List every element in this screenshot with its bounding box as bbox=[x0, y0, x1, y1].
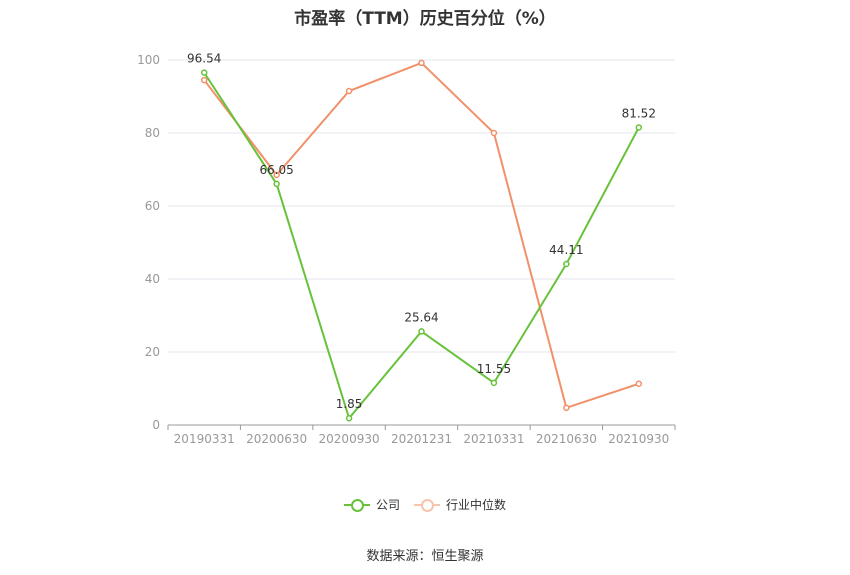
y-tick-label: 80 bbox=[145, 126, 160, 140]
company-data-point[interactable] bbox=[345, 414, 353, 422]
chart-title: 市盈率（TTM）历史百分位（%） bbox=[294, 9, 556, 29]
legend-item-industry-median[interactable]: 行业中位数 bbox=[414, 496, 506, 513]
y-tick-label: 40 bbox=[145, 272, 160, 286]
industry-median-data-point[interactable] bbox=[200, 76, 208, 84]
company-data-label: 1.85 bbox=[336, 397, 363, 411]
company-data-label: 25.64 bbox=[404, 310, 438, 324]
legend-company-marker-icon bbox=[343, 498, 370, 512]
series-lines bbox=[200, 59, 643, 422]
company-data-label: 96.54 bbox=[187, 52, 221, 66]
x-tick-label: 20201231 bbox=[391, 432, 452, 446]
data-labels: 96.54 66.05 1.85 25.64 11.55 44.11 81.52 bbox=[187, 52, 656, 412]
company-data-point[interactable] bbox=[490, 379, 498, 387]
company-data-label: 81.52 bbox=[622, 106, 656, 120]
industry-median-data-point[interactable] bbox=[490, 129, 498, 137]
x-tick-label: 20210331 bbox=[463, 432, 524, 446]
y-tick-label: 100 bbox=[137, 53, 160, 67]
legend-company-label: 公司 bbox=[375, 498, 400, 512]
industry-median-data-point[interactable] bbox=[273, 171, 280, 179]
company-data-label: 11.55 bbox=[477, 362, 511, 376]
x-tick-labels: 20190331 20200630 20200930 20201231 20210331… bbox=[174, 432, 670, 446]
industry-median-data-point[interactable] bbox=[418, 59, 425, 67]
company-data-point[interactable] bbox=[418, 328, 425, 335]
company-data-point[interactable] bbox=[200, 69, 208, 76]
x-tick-label: 20210630 bbox=[536, 432, 597, 446]
company-data-point[interactable] bbox=[635, 124, 643, 131]
legend-industry-marker-icon bbox=[414, 498, 440, 512]
company-data-point[interactable] bbox=[273, 180, 280, 188]
company-data-point[interactable] bbox=[563, 260, 570, 268]
legend-industry-median-label: 行业中位数 bbox=[446, 498, 507, 512]
y-tick-label: 0 bbox=[152, 418, 160, 432]
company-data-label: 66.05 bbox=[259, 163, 293, 177]
x-tick-label: 20190331 bbox=[174, 432, 235, 446]
y-tick-label: 20 bbox=[145, 345, 160, 359]
gridlines bbox=[168, 59, 675, 353]
data-source: 数据来源：恒生聚源 bbox=[366, 549, 484, 564]
legend-item-company[interactable]: 公司 bbox=[343, 496, 400, 513]
company-data-label: 44.11 bbox=[549, 243, 583, 257]
x-axis bbox=[167, 424, 676, 430]
industry-median-data-point[interactable] bbox=[635, 380, 643, 388]
legend: 公司 行业中位数 bbox=[0, 496, 850, 513]
y-axis: 0 20 40 60 80 100 bbox=[137, 53, 160, 432]
industry-median-data-point[interactable] bbox=[345, 87, 353, 95]
x-tick-label: 20210930 bbox=[608, 432, 669, 446]
y-tick-label: 60 bbox=[145, 199, 160, 213]
x-tick-label: 20200930 bbox=[319, 432, 380, 446]
x-tick-label: 20200630 bbox=[246, 432, 307, 446]
industry-median-series-line bbox=[203, 61, 640, 409]
industry-median-data-point[interactable] bbox=[563, 404, 570, 412]
